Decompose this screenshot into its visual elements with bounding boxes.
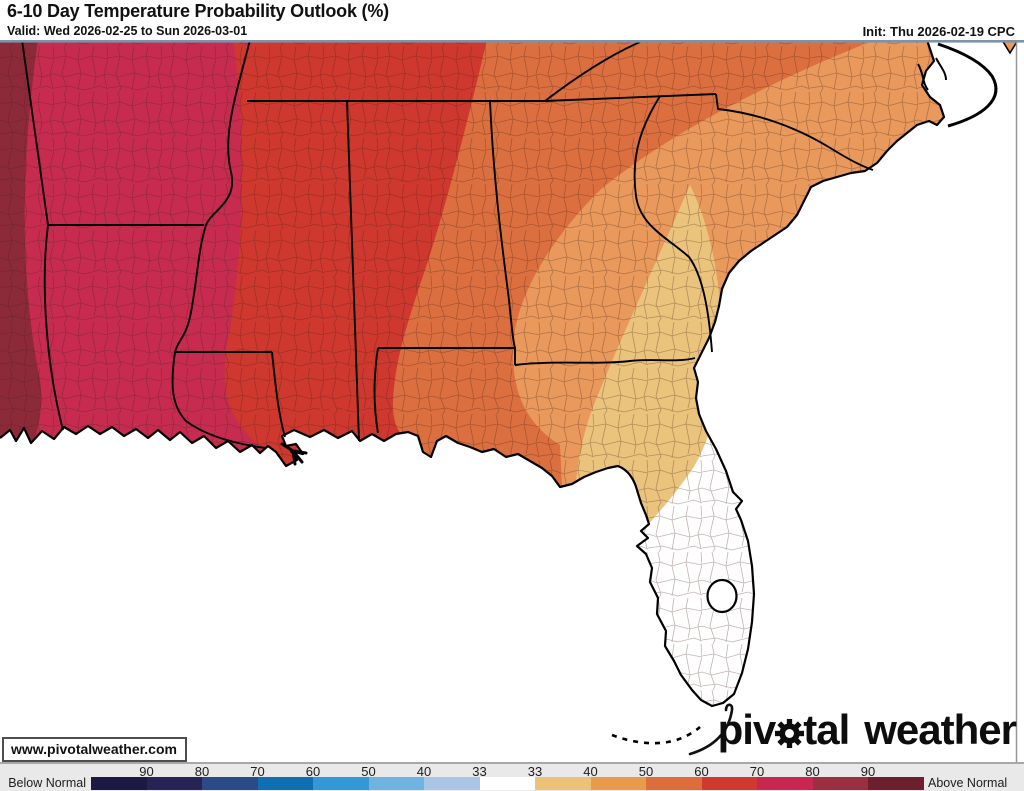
map-canvas (0, 40, 1024, 762)
lake-okeechobee (706, 578, 738, 614)
outlook-map (0, 40, 1024, 762)
nc-estuaries (917, 57, 947, 91)
legend-color-segment (202, 777, 258, 790)
legend-tick-value: 90 (860, 764, 876, 779)
legend-above-normal-label: Above Normal (928, 776, 1008, 790)
legend-color-segment (368, 777, 424, 790)
legend-color-segment (590, 777, 646, 790)
legend-tick-value: 60 (694, 764, 709, 779)
legend-tick-value: 33 (472, 764, 487, 779)
legend-color-segment (146, 777, 202, 790)
init-time-label: Init: Thu 2026-02-19 CPC (862, 24, 1015, 39)
legend-tick-value: 33 (527, 764, 543, 779)
logo-swoosh (688, 703, 734, 756)
legend-tick-value: 40 (416, 764, 432, 779)
gear-icon (775, 718, 805, 748)
legend-color-segment (812, 777, 868, 790)
legend-bar: 90 80 70 60 50 40 33 33 40 50 60 70 80 90 Below Norma… (0, 762, 1024, 791)
legend-colorbar (91, 777, 924, 790)
watermark-box: www.pivotalweather.com (2, 737, 187, 762)
outer-banks (937, 42, 998, 128)
legend-color-segment (646, 777, 702, 790)
watermark-url: www.pivotalweather.com (11, 741, 177, 757)
legend-color-segment (868, 777, 924, 790)
legend-tick-value: 90 (139, 764, 154, 779)
legend-tick-value: 70 (749, 764, 765, 779)
coastline (0, 40, 946, 708)
legend-color-segment (701, 777, 757, 790)
logo-text-weather: weather (864, 706, 1017, 753)
ocean (0, 40, 1024, 762)
barrier-islets (291, 407, 379, 420)
legend-color-segment (313, 777, 369, 790)
state-borders (21, 40, 874, 449)
legend-color-segment (479, 777, 535, 790)
legend-color-segment (257, 777, 313, 790)
legend-color-segment (424, 777, 480, 790)
va-corner-land (1001, 40, 1019, 55)
legend-color-segment (535, 777, 591, 790)
map-top-border (0, 40, 1024, 43)
legend-tick-value: 80 (805, 764, 820, 779)
legend-tick-value: 80 (194, 764, 210, 779)
legend-tick-value: 40 (583, 764, 598, 779)
legend-below-normal-label: Below Normal (8, 776, 86, 790)
header: 6-10 Day Temperature Probability Outlook… (0, 0, 1024, 40)
legend-tick-value: 60 (305, 764, 321, 779)
florida-keys (611, 726, 701, 745)
logo-text-piv: piv (717, 706, 777, 753)
legend-color-segment (91, 777, 147, 790)
legend-tick-value: 70 (250, 764, 265, 779)
legend-tick-value: 50 (638, 764, 654, 779)
valid-range-label: Valid: Wed 2026-02-25 to Sun 2026-03-01 (7, 24, 248, 38)
mississippi-delta (280, 442, 308, 466)
legend-tick-value: 50 (361, 764, 376, 779)
page-title: 6-10 Day Temperature Probability Outlook… (7, 1, 389, 21)
logo-text-tal: tal (803, 706, 850, 753)
legend-color-segment (757, 777, 813, 790)
pivotal-weather-logo: piv tal weather (717, 706, 1017, 753)
